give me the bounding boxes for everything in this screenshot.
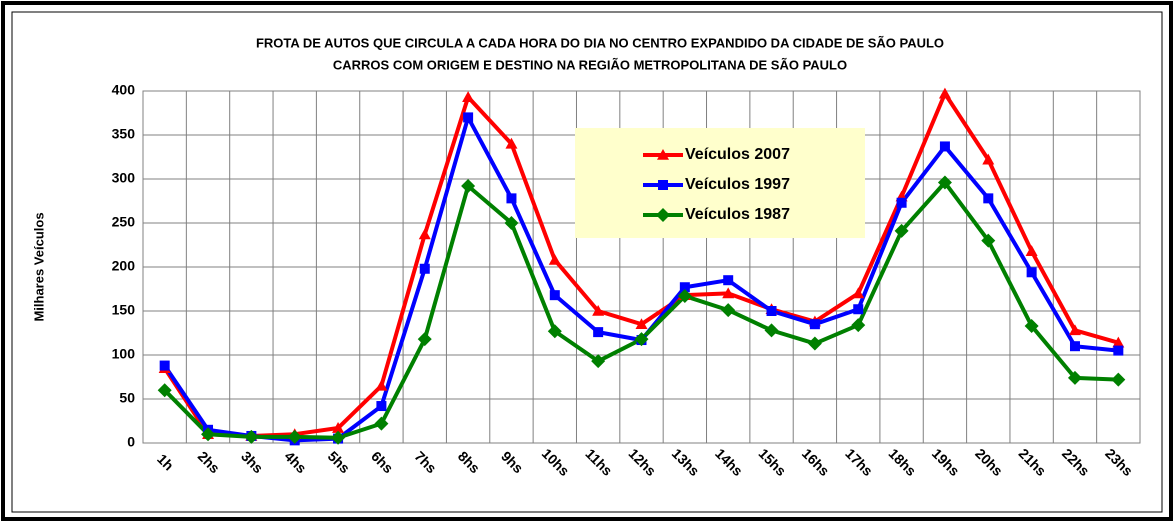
y-tick-label: 150 <box>112 302 136 318</box>
marker <box>593 327 604 338</box>
marker <box>591 354 606 369</box>
marker <box>549 290 560 301</box>
y-tick-label: 250 <box>112 214 136 230</box>
legend-label: Veículos 1987 <box>685 206 790 223</box>
marker <box>721 303 736 318</box>
marker <box>463 112 474 123</box>
marker <box>939 141 950 152</box>
marker <box>635 318 648 329</box>
y-axis-title: Milhares Veículos <box>31 212 46 321</box>
marker <box>677 289 692 304</box>
marker <box>809 319 820 330</box>
marker <box>592 305 605 316</box>
marker <box>547 324 562 339</box>
legend-label: Veículos 2007 <box>685 146 790 163</box>
marker <box>938 87 951 99</box>
marker <box>201 427 216 442</box>
marker <box>462 91 475 102</box>
marker <box>376 401 387 412</box>
marker <box>505 137 518 149</box>
marker <box>679 282 690 293</box>
marker <box>894 223 909 238</box>
marker <box>1024 318 1039 333</box>
marker <box>634 332 649 347</box>
marker <box>766 306 777 316</box>
marker <box>658 180 668 190</box>
marker <box>1069 341 1080 352</box>
marker <box>417 332 432 347</box>
marker <box>418 228 431 240</box>
y-tick-label: 100 <box>112 346 136 362</box>
marker <box>1025 245 1038 256</box>
y-tick-label: 50 <box>119 390 135 406</box>
marker <box>723 275 734 286</box>
marker <box>853 304 864 315</box>
marker <box>287 429 302 444</box>
marker <box>1111 372 1126 387</box>
marker <box>982 153 995 165</box>
chart-subtitle: CARROS COM ORIGEM E DESTINO NA REGIÃO ME… <box>333 57 847 72</box>
chart-title: FROTA DE AUTOS QUE CIRCULA A CADA HORA D… <box>256 35 944 50</box>
y-tick-label: 300 <box>112 170 136 186</box>
marker <box>1112 336 1125 348</box>
marker <box>722 287 735 299</box>
marker <box>159 360 170 371</box>
marker <box>807 336 822 351</box>
y-tick-label: 200 <box>112 258 136 274</box>
marker <box>937 175 952 190</box>
marker <box>419 263 430 274</box>
marker <box>896 197 907 208</box>
marker <box>657 149 669 160</box>
marker <box>157 383 172 398</box>
inner-frame <box>11 11 1163 513</box>
marker <box>244 429 259 444</box>
marker <box>764 323 779 338</box>
marker <box>504 216 519 230</box>
marker <box>1067 370 1082 385</box>
marker <box>1026 267 1037 278</box>
marker <box>332 422 345 433</box>
marker <box>983 193 994 204</box>
marker <box>331 430 346 445</box>
marker <box>461 179 476 194</box>
marker <box>851 318 866 333</box>
marker <box>656 208 670 222</box>
y-tick-label: 400 <box>112 82 136 98</box>
marker <box>1113 345 1124 356</box>
marker <box>852 287 865 299</box>
marker <box>981 233 996 248</box>
legend <box>575 128 865 238</box>
y-tick-label: 350 <box>112 126 136 142</box>
marker <box>1068 324 1081 336</box>
marker <box>375 379 388 391</box>
marker <box>374 416 389 431</box>
legend-label: Veículos 1997 <box>685 176 790 193</box>
marker <box>506 193 517 204</box>
marker <box>548 253 561 265</box>
y-tick-label: 0 <box>127 434 135 450</box>
